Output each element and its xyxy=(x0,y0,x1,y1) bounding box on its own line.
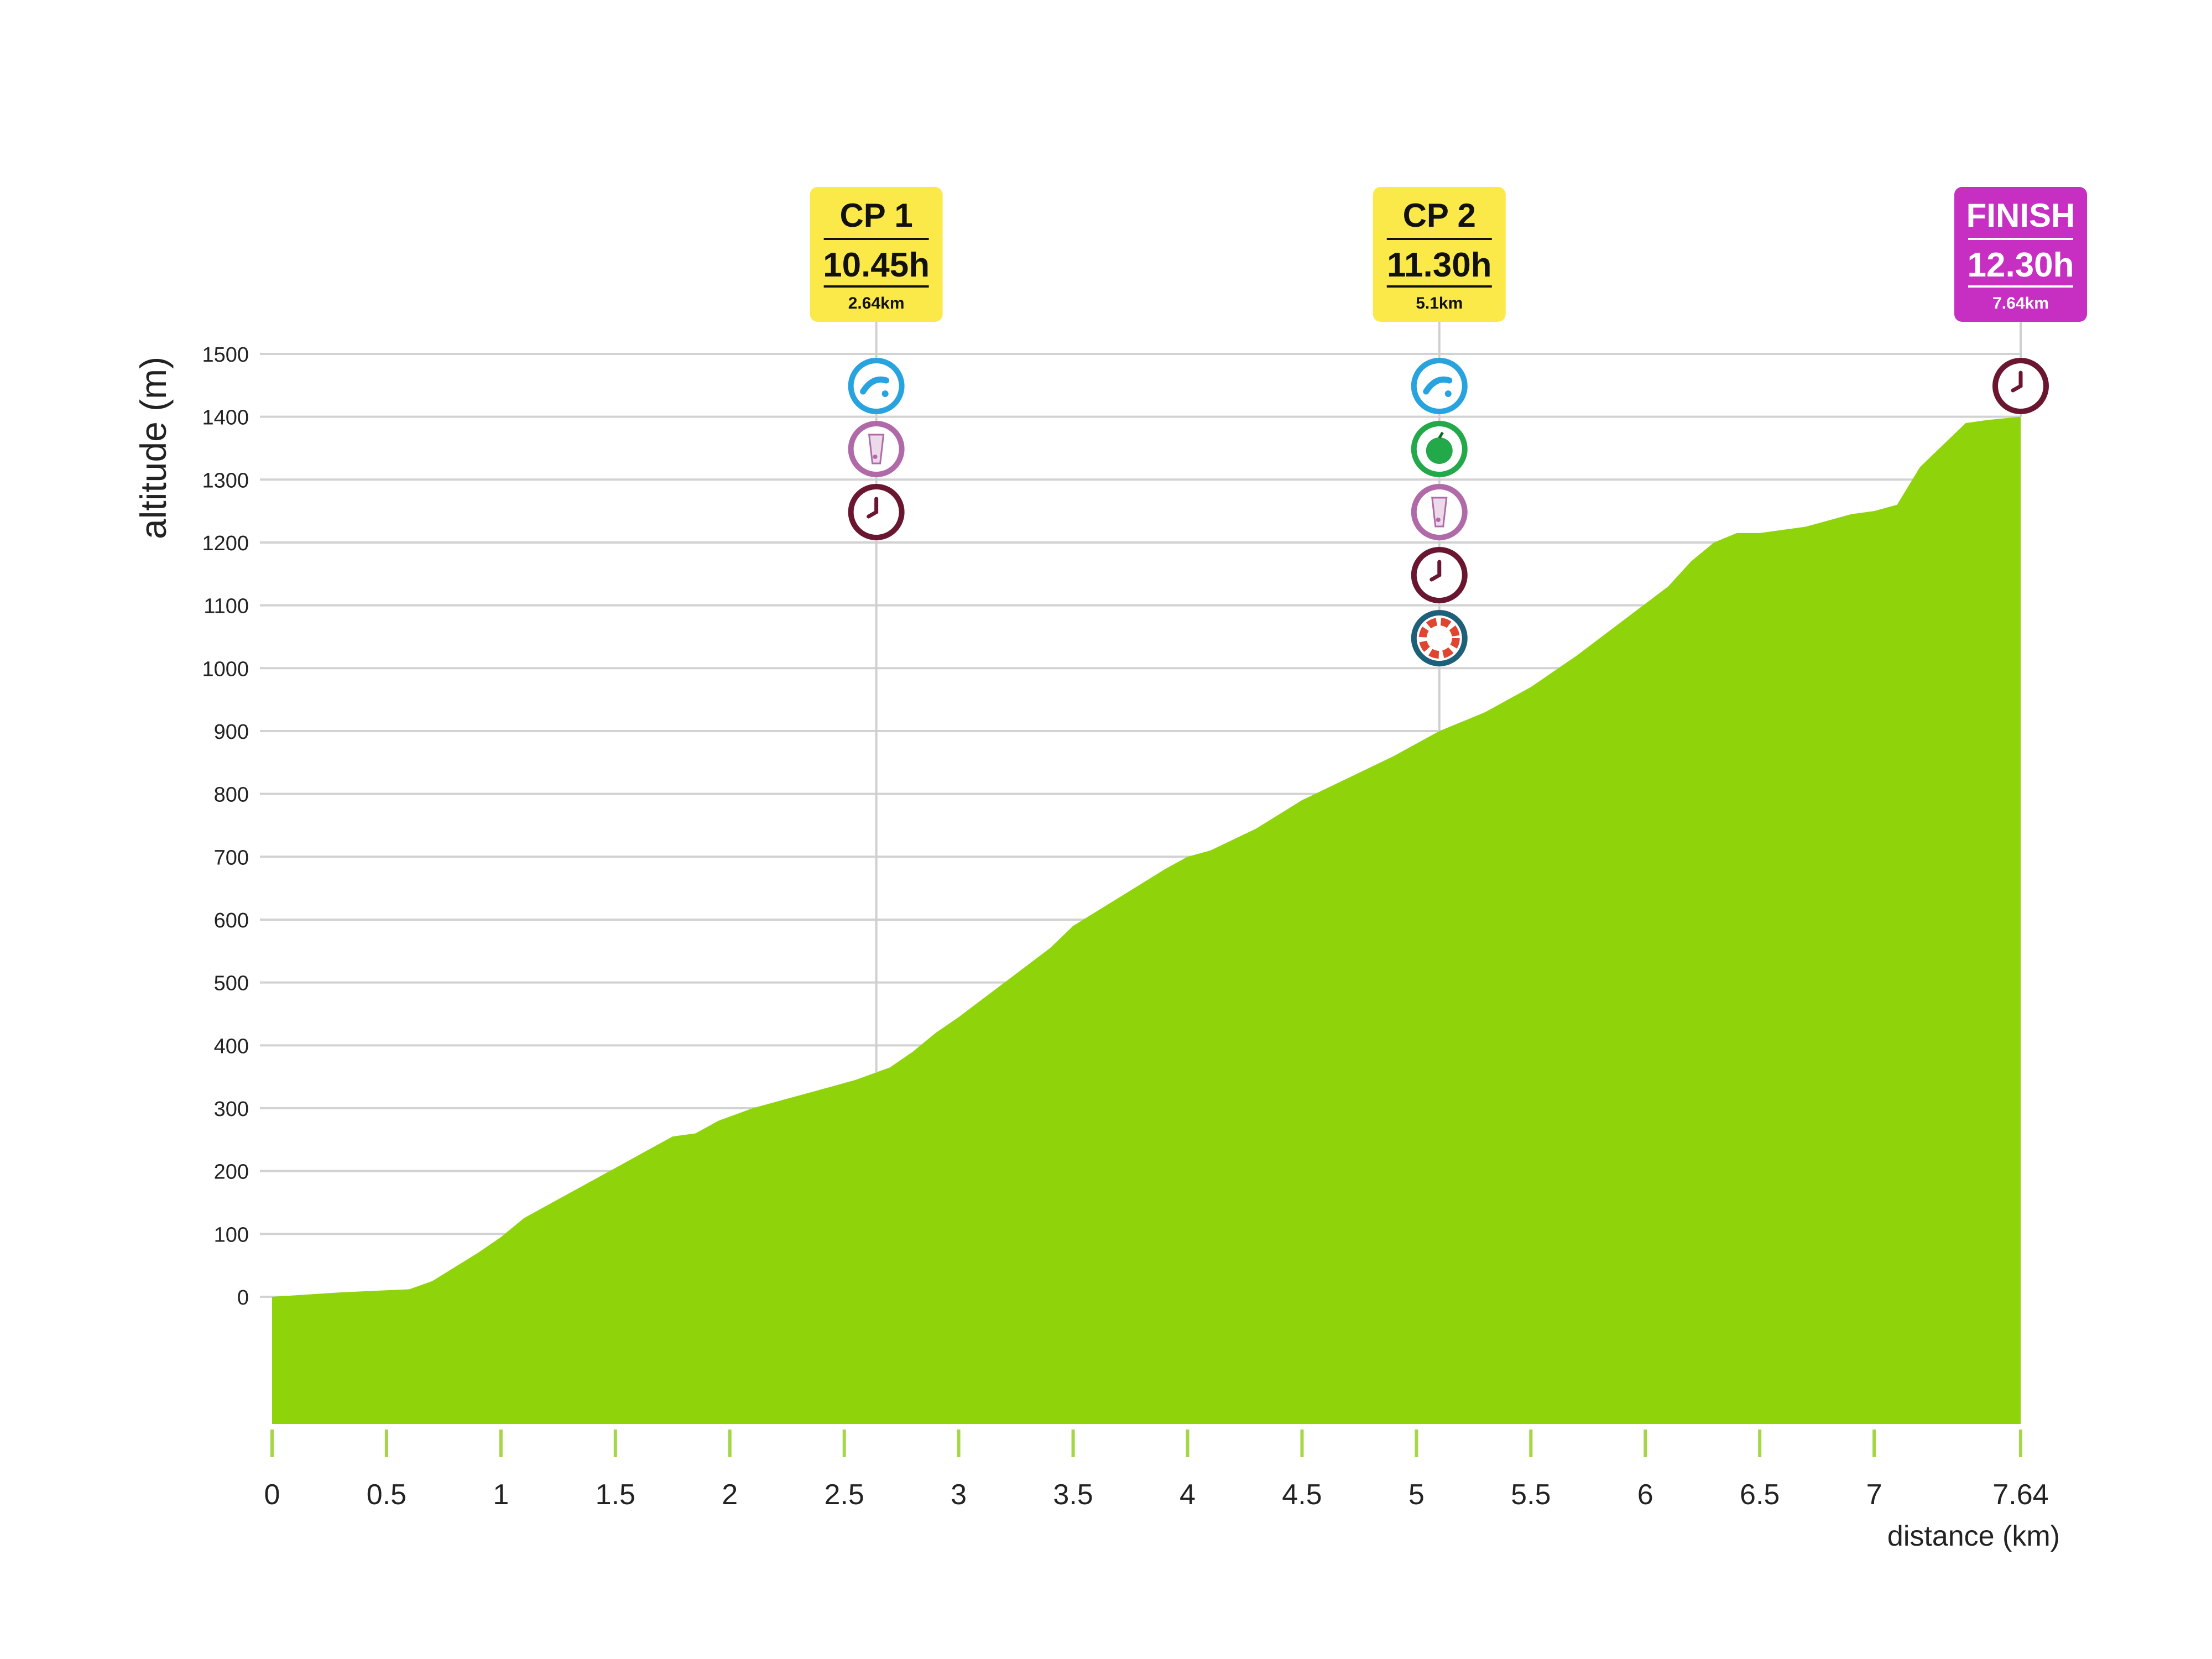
checkpoint-distance: 2.64km xyxy=(848,294,905,312)
checkpoint-name: FINISH xyxy=(1966,197,2075,234)
x-tick-label: 3.5 xyxy=(1053,1479,1093,1511)
x-axis: 0 0.5 1 1.5 2 2.5 3 3.5 4 4.5 5 5.5 6 6.5 7 7.64 xyxy=(264,1430,2049,1511)
x-tick-label: 2.5 xyxy=(825,1479,864,1511)
x-tick-label: 4 xyxy=(1180,1479,1196,1511)
y-tick-label: 1100 xyxy=(204,595,249,618)
x-tick-label: 5.5 xyxy=(1511,1479,1551,1511)
y-tick-label: 600 xyxy=(214,909,249,932)
y-axis-title: altitude (m) xyxy=(133,357,174,539)
x-tick-label: 1.5 xyxy=(596,1479,635,1511)
water-drop xyxy=(1444,390,1452,397)
water-drop xyxy=(881,390,889,397)
elevation-area-path xyxy=(272,416,2021,1424)
water-tap-icon xyxy=(848,358,905,414)
y-tick-label: 1000 xyxy=(202,658,249,681)
y-axis: 0 100 200 300 400 500 600 700 800 900 1000 1100 1200… xyxy=(202,343,249,1310)
water-tap-icon xyxy=(1411,358,1468,414)
y-tick-label: 200 xyxy=(214,1161,249,1184)
y-tick-label: 1500 xyxy=(202,343,249,367)
checkpoint-2: CP 2 11.30h 5.1km xyxy=(1373,187,1506,666)
clock-hands xyxy=(2011,371,2023,393)
x-tick-label: 0 xyxy=(264,1479,280,1511)
y-tick-label: 1300 xyxy=(202,469,249,492)
tap-spout xyxy=(860,376,890,395)
y-tick-label: 400 xyxy=(214,1035,249,1058)
lifebuoy-center xyxy=(1432,632,1446,645)
x-tick-label: 4.5 xyxy=(1282,1479,1322,1511)
x-axis-title: distance (km) xyxy=(1887,1520,2060,1552)
checkpoint-1: CP 1 10.45h 2.64km xyxy=(810,187,943,540)
checkpoint-time: 11.30h xyxy=(1387,246,1492,284)
checkpoint-time: 12.30h xyxy=(1967,246,2074,284)
x-tick-label: 6 xyxy=(1637,1479,1653,1511)
checkpoint-time: 10.45h xyxy=(823,246,930,284)
y-tick-label: 900 xyxy=(214,721,249,744)
checkpoint-name: CP 2 xyxy=(1403,197,1476,234)
cup-shape xyxy=(1431,497,1448,528)
y-tick-label: 500 xyxy=(214,972,249,995)
x-tick-label: 6.5 xyxy=(1740,1479,1780,1511)
y-tick-label: 700 xyxy=(214,846,249,869)
drink-icon xyxy=(848,421,905,477)
checkpoint-box xyxy=(810,187,943,322)
cup-dot xyxy=(873,455,878,459)
clock-icon xyxy=(1411,547,1468,603)
checkpoint-box xyxy=(1373,187,1506,322)
checkpoint-3: FINISH 12.30h 7.64km xyxy=(1954,187,2087,414)
x-tick-label: 2 xyxy=(722,1479,738,1511)
icon-ring xyxy=(1411,358,1468,414)
y-tick-label: 0 xyxy=(237,1286,249,1310)
checkpoint-name: CP 1 xyxy=(839,197,912,234)
x-tick-label: 7 xyxy=(1866,1479,1882,1511)
x-tick-label: 3 xyxy=(951,1479,967,1511)
y-tick-label: 300 xyxy=(214,1098,249,1121)
checkpoint-distance: 5.1km xyxy=(1416,294,1463,312)
y-tick-label: 800 xyxy=(214,784,249,807)
tap-spout xyxy=(1423,376,1453,395)
food-icon xyxy=(1411,421,1468,477)
clock-hands xyxy=(867,497,879,519)
checkpoints: CP 1 10.45h 2.64km CP 2 11.30h 5.1km FINISH 12.… xyxy=(810,187,2087,666)
checkpoint-distance: 7.64km xyxy=(1992,294,2049,312)
drink-icon xyxy=(1411,484,1468,540)
y-tick-label: 1400 xyxy=(202,406,249,430)
y-tick-label: 1200 xyxy=(202,532,249,555)
y-tick-label: 100 xyxy=(214,1223,249,1246)
x-tick-label: 1 xyxy=(493,1479,509,1511)
medical-aid-icon xyxy=(1411,610,1468,666)
clock-icon xyxy=(1992,358,2049,414)
cup-dot xyxy=(1436,518,1441,522)
clock-hands xyxy=(1430,560,1442,582)
x-tick-label: 5 xyxy=(1408,1479,1425,1511)
x-tick-label: 0.5 xyxy=(367,1479,406,1511)
checkpoint-box xyxy=(1954,187,2087,322)
cup-shape xyxy=(868,434,885,465)
x-tick-label: 7.64 xyxy=(1992,1479,2048,1511)
clock-icon xyxy=(848,484,905,540)
apple-stem xyxy=(1438,431,1444,439)
elevation-area xyxy=(272,416,2021,1424)
apple-shape xyxy=(1426,437,1453,464)
icon-ring xyxy=(848,358,905,414)
